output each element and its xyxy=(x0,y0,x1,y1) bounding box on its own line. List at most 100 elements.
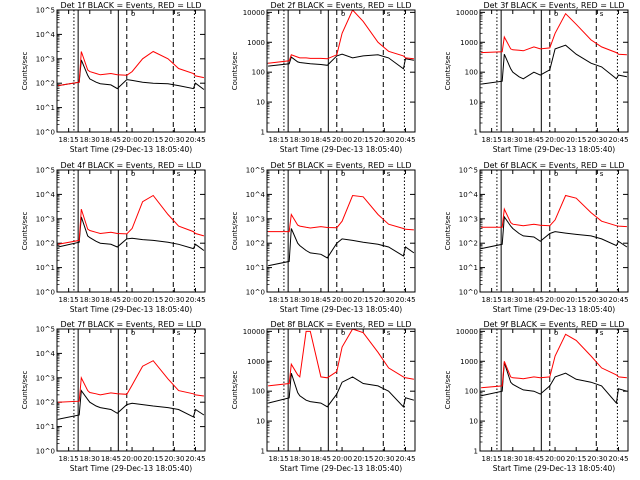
y-axis-label: Counts/sec xyxy=(21,52,29,91)
y-tick-label: 10^1 xyxy=(246,264,265,272)
panel-title: Det 1f BLACK = Events, RED = LLD xyxy=(60,1,201,10)
y-tick-label: 10^1 xyxy=(459,264,478,272)
x-tick-label: 18:30 xyxy=(503,296,523,304)
x-tick-label: 20:45 xyxy=(185,455,205,463)
x-tick-label: 20:45 xyxy=(395,136,415,144)
y-axis-label: Counts/sec xyxy=(231,52,239,91)
y-tick-label: 10^3 xyxy=(246,215,265,223)
top-marker-label: s xyxy=(600,170,604,178)
top-marker-label: o xyxy=(554,170,558,178)
x-tick-label: 20:15 xyxy=(353,136,373,144)
x-tick-label: 18:30 xyxy=(290,136,310,144)
x-axis-label: Start Time (29-Dec-13 18:05:40) xyxy=(493,464,615,473)
x-tick-label: 20:00 xyxy=(332,136,352,144)
x-axis-label: Start Time (29-Dec-13 18:05:40) xyxy=(493,305,615,314)
panel-4: Det 4f BLACK = Events, RED = LLD Counts/s… xyxy=(21,161,206,314)
y-tick-label: 10 xyxy=(256,418,265,426)
panel-title: Det 3f BLACK = Events, RED = LLD xyxy=(483,1,624,10)
y-tick-label: 10^5 xyxy=(36,7,55,15)
panel-title: Det 6f BLACK = Events, RED = LLD xyxy=(483,161,624,170)
y-tick-label: 1 xyxy=(261,448,265,456)
x-tick-label: 20:30 xyxy=(374,296,394,304)
x-tick-label: 20:00 xyxy=(122,296,142,304)
y-tick-label: 10^2 xyxy=(459,240,478,248)
y-tick-label: 1000 xyxy=(460,39,478,47)
series-lld-line xyxy=(481,194,627,228)
series-lld-line xyxy=(268,10,414,64)
x-tick-label: 18:30 xyxy=(503,136,523,144)
y-tick-label: 10^3 xyxy=(36,215,55,223)
panel-6: Det 6f BLACK = Events, RED = LLD Counts/s… xyxy=(444,161,629,314)
top-marker-label: s xyxy=(600,10,604,18)
series-events-line xyxy=(480,362,628,405)
panel-title: Det 4f BLACK = Events, RED = LLD xyxy=(60,161,201,170)
panel-title: Det 8f BLACK = Events, RED = LLD xyxy=(270,320,411,329)
panel-8: Det 8f BLACK = Events, RED = LLD Counts/s… xyxy=(231,320,416,473)
x-tick-label: 20:30 xyxy=(587,136,607,144)
y-tick-label: 10^1 xyxy=(36,104,55,112)
x-tick-label: 18:45 xyxy=(311,136,331,144)
plot-frame xyxy=(56,9,206,133)
x-tick-label: 18:15 xyxy=(269,455,289,463)
series-lld-line xyxy=(481,333,627,389)
y-tick-label: 10^3 xyxy=(36,55,55,63)
x-tick-label: 18:45 xyxy=(101,455,121,463)
top-marker-label: o xyxy=(341,10,345,18)
x-tick-label: 20:00 xyxy=(332,455,352,463)
y-tick-label: 10^3 xyxy=(36,374,55,382)
top-marker-label: o xyxy=(341,329,345,337)
top-marker-label: o xyxy=(554,329,558,337)
x-tick-label: 20:30 xyxy=(164,296,184,304)
plot-frame xyxy=(56,169,206,293)
y-tick-label: 10^1 xyxy=(36,423,55,431)
x-axis-label: Start Time (29-Dec-13 18:05:40) xyxy=(280,145,402,154)
x-tick-label: 18:15 xyxy=(59,455,79,463)
x-axis-label: Start Time (29-Dec-13 18:05:40) xyxy=(70,305,192,314)
x-tick-label: 20:15 xyxy=(353,455,373,463)
panel-5: Det 5f BLACK = Events, RED = LLD Counts/s… xyxy=(231,161,416,314)
y-tick-label: 100 xyxy=(465,69,478,77)
y-tick-label: 10000 xyxy=(456,9,478,17)
y-axis-label: Counts/sec xyxy=(231,212,239,251)
top-marker-label: s xyxy=(387,170,391,178)
plot-frame xyxy=(479,9,629,133)
x-tick-label: 20:45 xyxy=(608,455,628,463)
plot-frame xyxy=(266,169,416,293)
x-axis-label: Start Time (29-Dec-13 18:05:40) xyxy=(493,145,615,154)
panel-title: Det 5f BLACK = Events, RED = LLD xyxy=(270,161,411,170)
panel-1: Det 1f BLACK = Events, RED = LLD Counts/s… xyxy=(21,1,206,154)
x-tick-label: 18:30 xyxy=(290,455,310,463)
series-lld-line xyxy=(58,50,204,87)
x-axis-label: Start Time (29-Dec-13 18:05:40) xyxy=(280,464,402,473)
series-events-line xyxy=(481,44,627,85)
top-marker-label: o xyxy=(131,329,135,337)
y-tick-label: 10000 xyxy=(243,9,265,17)
top-marker-label: s xyxy=(177,10,181,18)
series-lld-line xyxy=(58,194,205,245)
x-tick-label: 18:45 xyxy=(311,296,331,304)
top-marker-label: s xyxy=(387,329,391,337)
x-tick-label: 20:45 xyxy=(395,296,415,304)
x-tick-label: 18:45 xyxy=(311,455,331,463)
y-tick-label: 1000 xyxy=(247,39,265,47)
series-events-line xyxy=(267,373,415,408)
y-tick-label: 1000 xyxy=(460,358,478,366)
x-tick-label: 18:15 xyxy=(482,296,502,304)
plot-frame xyxy=(479,169,629,293)
x-tick-label: 20:15 xyxy=(353,296,373,304)
y-tick-label: 10^5 xyxy=(36,326,55,334)
panel-title: Det 9f BLACK = Events, RED = LLD xyxy=(483,320,624,329)
x-tick-label: 18:30 xyxy=(80,296,100,304)
x-tick-label: 20:00 xyxy=(545,296,565,304)
x-tick-label: 18:15 xyxy=(59,136,79,144)
x-tick-label: 20:45 xyxy=(608,296,628,304)
y-tick-label: 10^1 xyxy=(36,264,55,272)
y-tick-label: 10^5 xyxy=(36,167,55,175)
y-tick-label: 10^0 xyxy=(36,448,55,456)
plot-frame xyxy=(266,9,416,133)
plot-frame xyxy=(479,328,629,452)
y-tick-label: 10^0 xyxy=(36,289,55,297)
y-tick-label: 10000 xyxy=(243,328,265,336)
series-events-line xyxy=(57,216,205,251)
